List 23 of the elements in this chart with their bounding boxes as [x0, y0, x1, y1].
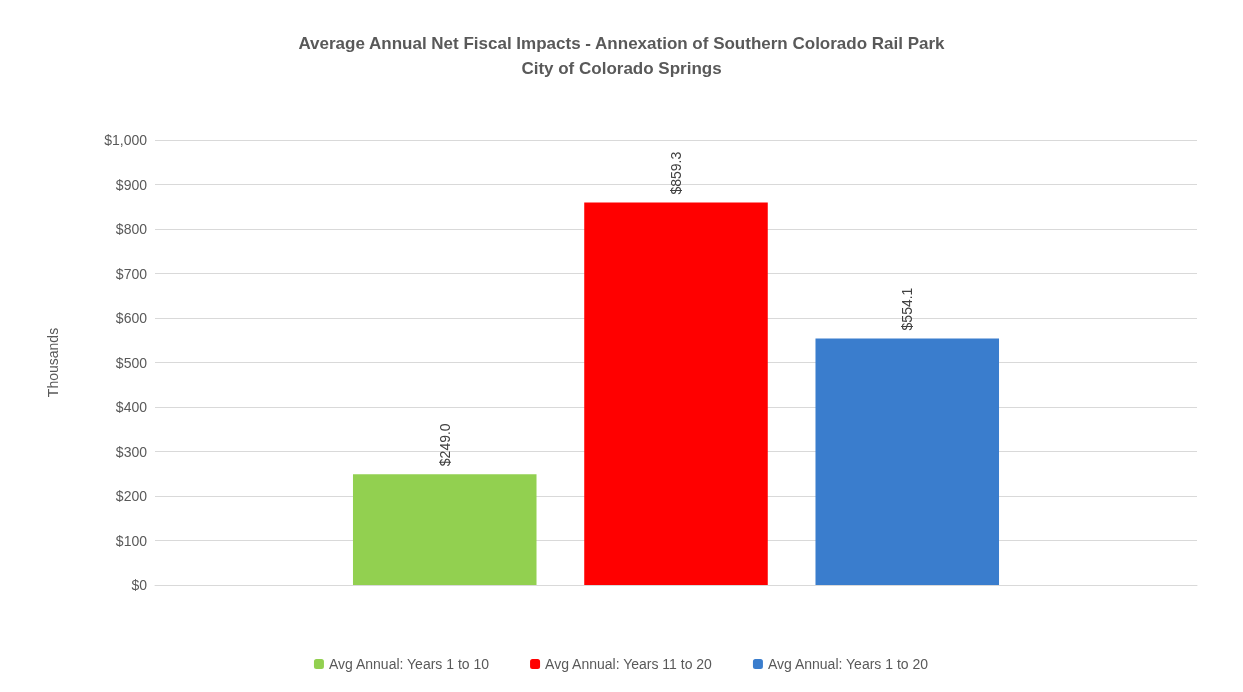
- y-tick-label: $400: [115, 399, 148, 415]
- bar: [815, 338, 1000, 585]
- data-label: $554.1: [899, 287, 916, 331]
- y-axis-title: Thousands: [45, 327, 61, 398]
- data-label: $859.3: [668, 151, 684, 195]
- legend-label: Avg Annual: Years 1 to 20: [767, 656, 929, 672]
- y-tick-label: $700: [115, 265, 148, 282]
- y-tick-label: $1,000: [104, 132, 148, 148]
- bar: [352, 474, 537, 585]
- y-tick-label: $800: [115, 221, 148, 237]
- y-tick-label: $0: [131, 577, 148, 593]
- y-tick-label: $600: [115, 310, 148, 326]
- y-tick-label: $300: [115, 443, 148, 460]
- data-label: $249.0: [436, 423, 453, 467]
- chart-subtitle: City of Colorado Springs: [521, 59, 722, 78]
- y-tick-label: $900: [115, 176, 148, 193]
- y-tick-label: $100: [115, 532, 148, 549]
- legend-label: Avg Annual: Years 11 to 20: [545, 656, 713, 672]
- chart-title: Average Annual Net Fiscal Impacts - Annexation of Southern Colorado Rail Park: [298, 34, 946, 53]
- bar: [584, 202, 768, 585]
- y-tick-label: $500: [115, 354, 148, 371]
- y-tick-label: $200: [115, 488, 148, 504]
- legend-label: Avg Annual: Years 1 to 10: [328, 656, 490, 672]
